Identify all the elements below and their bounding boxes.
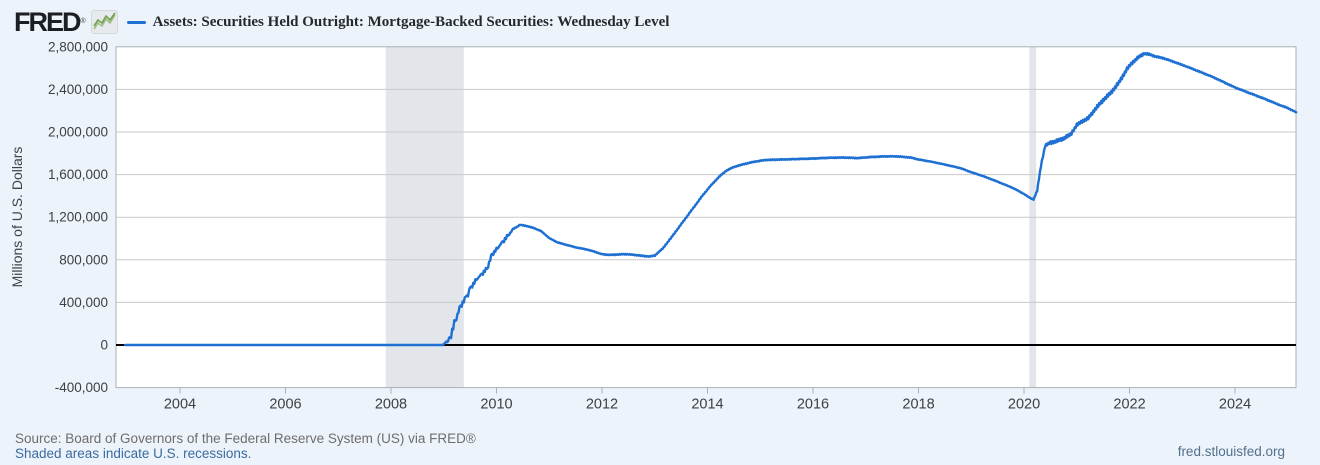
x-tick-label: 2010 — [480, 397, 512, 413]
series-title: Assets: Securities Held Outright: Mortga… — [152, 13, 670, 30]
y-tick-label: 1,200,000 — [48, 210, 108, 225]
chart-header: FRED ® Assets: Securities Held Outright: … — [14, 8, 669, 36]
x-tick-label: 2014 — [691, 397, 723, 413]
y-tick-label: 2,000,000 — [48, 125, 108, 140]
registered-mark: ® — [80, 18, 86, 25]
fred-logo-text: FRED — [14, 7, 81, 37]
x-tick-label: 2022 — [1113, 397, 1145, 413]
y-tick-label: -400,000 — [55, 380, 108, 395]
recession-note-link[interactable]: Shaded areas indicate U.S. recessions. — [15, 446, 252, 461]
x-tick-label: 2016 — [797, 397, 829, 413]
x-tick-label: 2012 — [586, 397, 618, 413]
y-tick-label: 0 — [100, 338, 108, 353]
x-tick-label: 2018 — [902, 397, 934, 413]
source-attribution: Source: Board of Governors of the Federa… — [15, 431, 476, 446]
fred-logo[interactable]: FRED ® — [14, 7, 86, 37]
series-legend-line — [126, 20, 146, 24]
data-series-line — [123, 51, 1298, 347]
y-tick-label: 2,400,000 — [48, 82, 108, 97]
x-tick-label: 2020 — [1008, 397, 1040, 413]
plot-border — [115, 46, 1297, 389]
x-tick-label: 2008 — [375, 397, 407, 413]
y-tick-label: 400,000 — [59, 295, 108, 310]
x-tick-label: 2024 — [1219, 397, 1251, 413]
y-tick-label: 2,800,000 — [48, 39, 108, 54]
x-tick-label: 2006 — [269, 397, 301, 413]
sparkline-icon — [90, 10, 118, 34]
y-tick-label: 800,000 — [59, 252, 108, 267]
y-axis-title: Millions of U.S. Dollars — [9, 147, 25, 288]
x-tick-label: 2004 — [164, 397, 196, 413]
fred-site-link[interactable]: fred.stlouisfed.org — [1177, 444, 1285, 459]
y-tick-label: 1,600,000 — [48, 167, 108, 182]
